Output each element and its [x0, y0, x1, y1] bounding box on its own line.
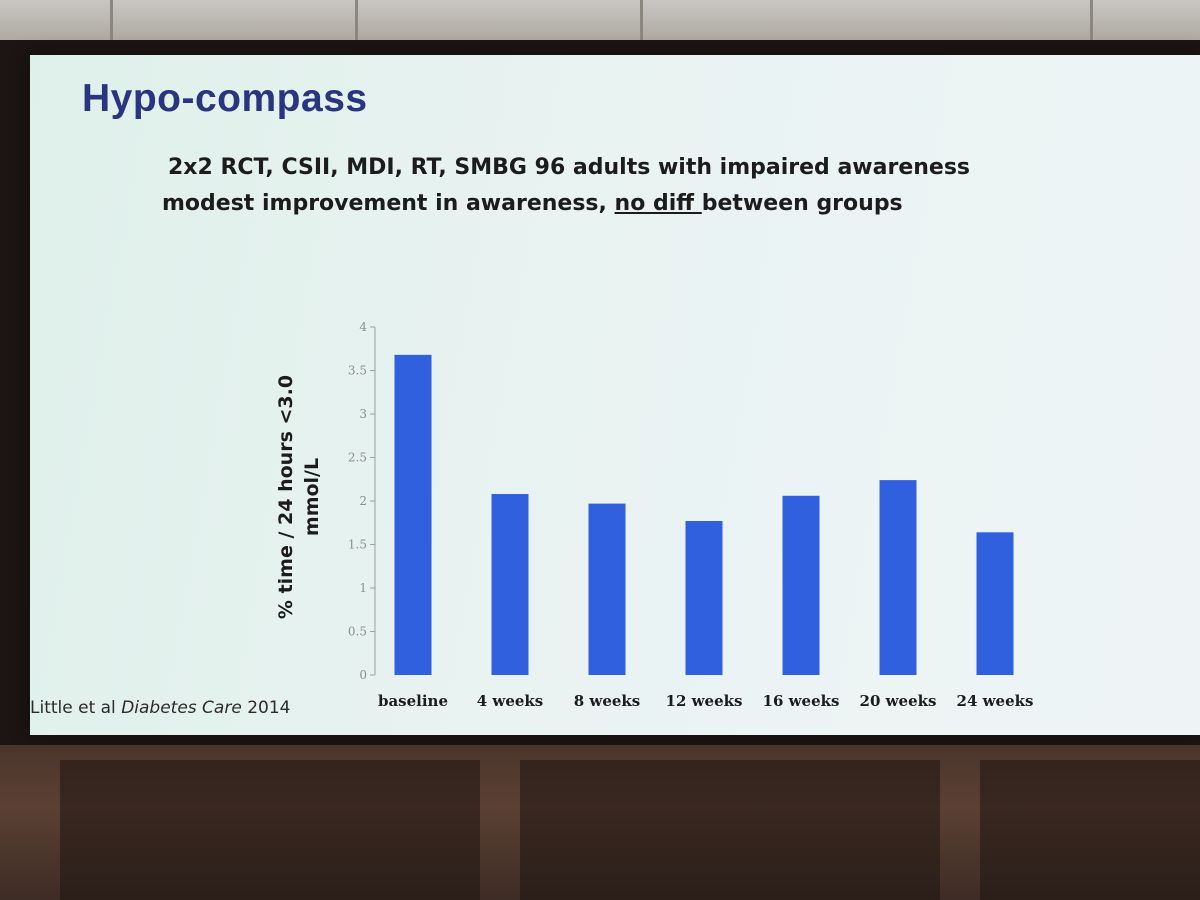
citation-authors: Little et al	[30, 698, 122, 718]
projected-slide: Hypo-compass 2x2 RCT, CSII, MDI, RT, SMB…	[30, 55, 1200, 735]
x-tick-label: 16 weeks	[763, 692, 840, 710]
citation-year: 2014	[241, 698, 291, 718]
y-tick-label: 4	[359, 320, 367, 334]
wall-panel	[60, 760, 480, 900]
citation: Little et al Diabetes Care 2014	[30, 698, 290, 718]
wall-panel	[980, 760, 1200, 900]
subtitle-line-2: modest improvement in awareness, no diff…	[162, 186, 1068, 222]
subtitle-line-1: 2x2 RCT, CSII, MDI, RT, SMBG 96 adults w…	[168, 155, 971, 180]
y-tick-label: 2.5	[348, 451, 367, 465]
bar	[879, 480, 917, 675]
y-axis-title: % time / 24 hours <3.0 mmol/L	[275, 375, 323, 619]
bar	[976, 532, 1014, 675]
y-axis-title-line-2: mmol/L	[301, 458, 323, 536]
slide-subtitle: 2x2 RCT, CSII, MDI, RT, SMBG 96 adults w…	[162, 150, 1068, 222]
bar	[491, 494, 529, 675]
ceiling-seam	[640, 0, 643, 48]
x-tick-label: 20 weeks	[860, 692, 937, 710]
x-tick-label: baseline	[378, 692, 448, 710]
y-axis-title-line-1: % time / 24 hours <3.0	[275, 375, 297, 619]
x-tick-label: 12 weeks	[666, 692, 743, 710]
y-tick-label: 1.5	[348, 538, 367, 552]
x-tick-label: 24 weeks	[957, 692, 1034, 710]
subtitle-emphasis: no diff	[614, 191, 702, 216]
bars	[394, 354, 1014, 675]
ceiling-seam	[110, 0, 113, 48]
y-tick-label: 3.5	[348, 364, 367, 378]
ceiling-seam	[1090, 0, 1093, 48]
bar	[782, 495, 820, 675]
y-tick-label: 1	[359, 581, 367, 595]
bar	[588, 503, 626, 675]
ceiling-seam	[355, 0, 358, 48]
x-tick-label: 8 weeks	[574, 692, 641, 710]
y-axis-ticks: 0 0.5 1 1.5 2 2.5 3 3.5 4	[348, 320, 375, 682]
y-tick-label: 2	[359, 494, 367, 508]
subtitle-line-2-end: between groups	[701, 191, 903, 216]
slide-title: Hypo-compass	[82, 77, 368, 120]
subtitle-line-2-start: modest improvement in awareness,	[162, 191, 615, 216]
y-tick-label: 0	[359, 668, 367, 682]
wall-panel	[520, 760, 940, 900]
x-axis-labels: baseline 4 weeks 8 weeks 12 weeks 16 weeks 20…	[378, 692, 1033, 710]
y-tick-label: 3	[359, 407, 367, 421]
bar-chart: % time / 24 hours <3.0 mmol/L 0 0.5 1 1.5 2 2…	[275, 320, 1033, 710]
x-tick-label: 4 weeks	[477, 692, 544, 710]
citation-journal: Diabetes Care	[121, 698, 242, 718]
bar	[685, 521, 723, 675]
y-tick-label: 0.5	[348, 625, 367, 639]
bar	[394, 354, 432, 675]
